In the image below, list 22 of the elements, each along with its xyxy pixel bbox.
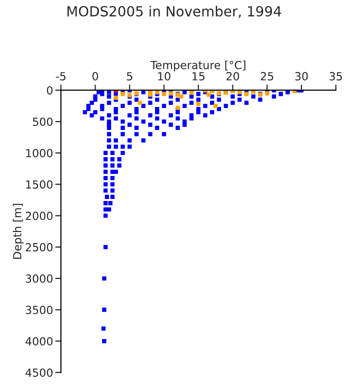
y-tick-label: 500 bbox=[32, 118, 53, 126]
x-tick-label: 10 bbox=[158, 72, 170, 80]
x-tick-label: 5 bbox=[126, 72, 132, 80]
y-tick-label: 2500 bbox=[26, 243, 53, 252]
chart-title: MODS2005 in November, 1994 bbox=[68, 6, 282, 18]
y-tick-label: 1000 bbox=[26, 148, 53, 158]
y-axis-title: Depth [m] bbox=[12, 204, 24, 259]
x-tick-label: 0 bbox=[92, 72, 98, 80]
y-tick-label: 0 bbox=[46, 86, 53, 95]
y-tick-label: 4000 bbox=[26, 337, 53, 346]
x-tick-label: 25 bbox=[260, 72, 274, 80]
x-tick-label: 20 bbox=[226, 72, 240, 80]
x-tick-label: 15 bbox=[192, 72, 204, 80]
x-axis-title: Temperature [°C] bbox=[150, 60, 246, 72]
y-tick-label: 1500 bbox=[26, 180, 53, 189]
y-tick-label: 3000 bbox=[26, 274, 53, 283]
x-tick-label: 30 bbox=[295, 72, 308, 80]
y-tick-label: 2000 bbox=[26, 212, 53, 220]
x-tick-label: 35 bbox=[330, 72, 342, 80]
y-tick-label: 3500 bbox=[26, 306, 53, 314]
y-tick-label: 4500 bbox=[26, 368, 53, 377]
x-tick-label: -5 bbox=[56, 72, 66, 80]
